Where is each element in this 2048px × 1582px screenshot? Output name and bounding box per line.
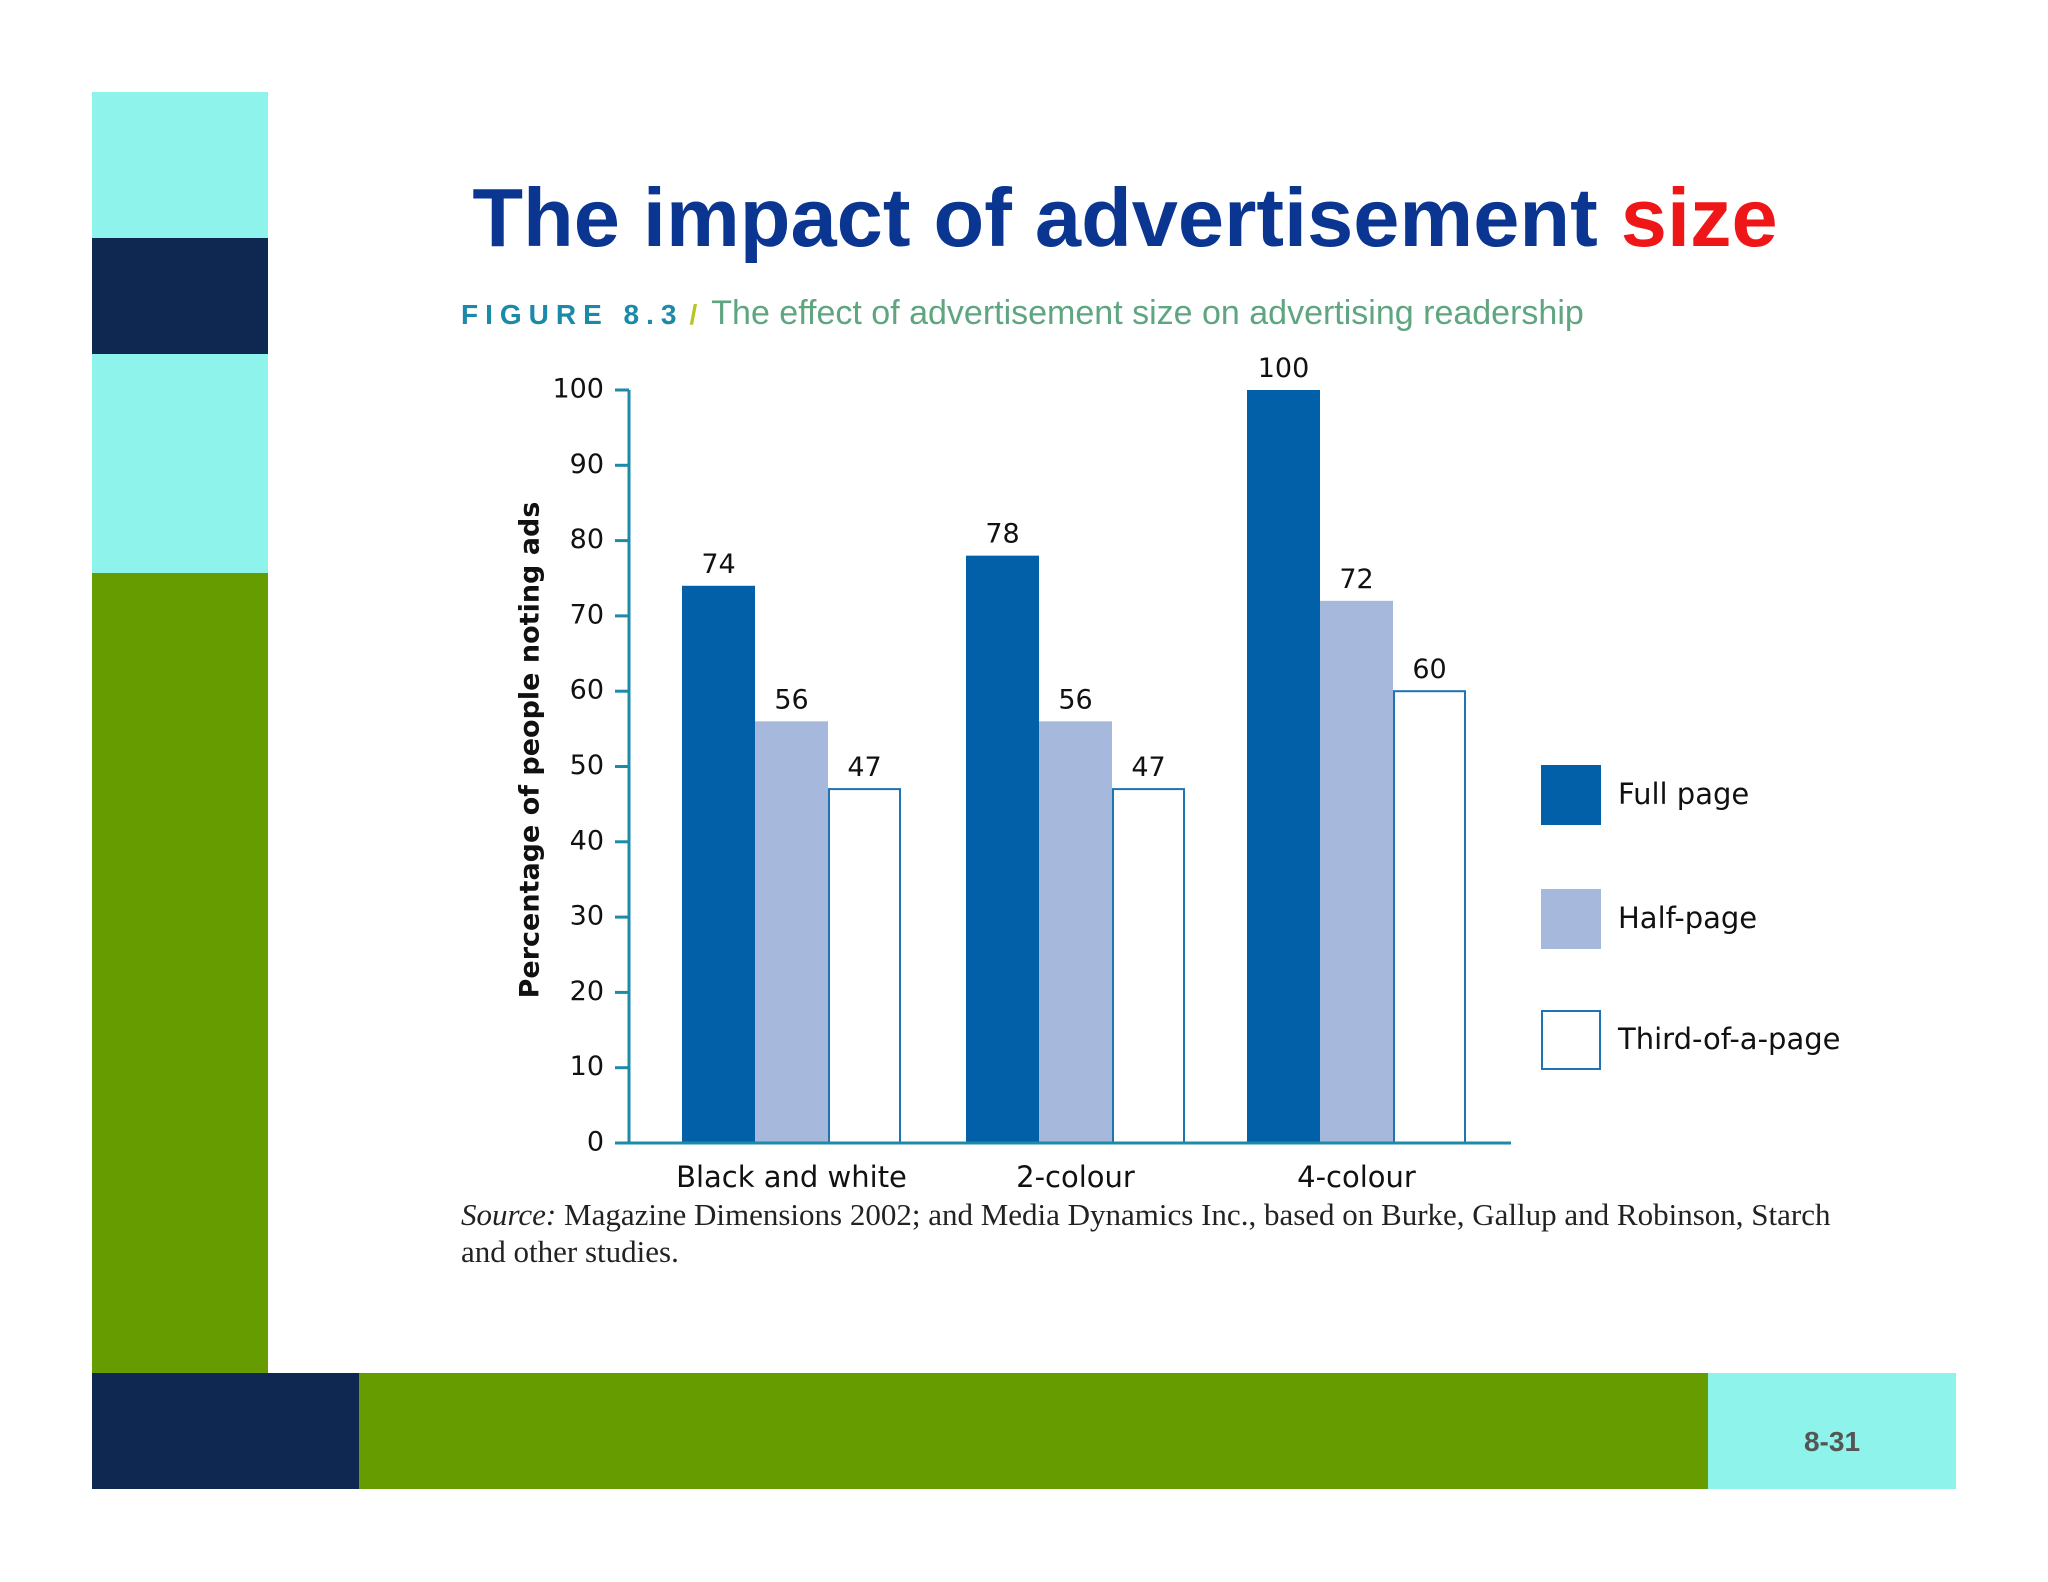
bar-2-0 — [828, 788, 901, 1145]
frame-bottom-navy-block — [92, 1373, 359, 1489]
y-tick-label: 40 — [570, 825, 604, 856]
bar-value-label: 100 — [1258, 353, 1310, 384]
frame-bottom-cyan-block — [1708, 1373, 1956, 1489]
figure-caption: FIGURE 8.3/ The effect of advertisement s… — [461, 294, 1584, 333]
slide-title-main: The impact of advertisement — [472, 171, 1621, 264]
legend-label: Half-page — [1618, 901, 1757, 935]
bar-0-1 — [966, 555, 1039, 1143]
source-label: Source: — [461, 1197, 557, 1232]
y-tick-label: 100 — [552, 374, 604, 405]
y-tick-label: 0 — [587, 1127, 604, 1158]
slide-title: The impact of advertisement size — [300, 172, 1950, 263]
bar-1-0 — [755, 721, 828, 1143]
page-number: 8-31 — [1803, 1426, 1861, 1457]
frame-left-navy-block — [92, 238, 268, 354]
legend-label: Full page — [1618, 777, 1749, 811]
y-tick-label: 90 — [570, 449, 604, 480]
bar-value-label: 72 — [1339, 564, 1373, 595]
figure-separator: / — [689, 299, 698, 330]
frame-bottom-green-bar — [359, 1373, 1708, 1489]
x-category-label: 2-colour — [1016, 1160, 1135, 1194]
y-tick-label: 10 — [570, 1051, 604, 1082]
y-tick-label: 50 — [570, 750, 604, 781]
bar-value-label: 56 — [774, 684, 808, 715]
bar-0-2 — [1247, 390, 1320, 1143]
bar-1-2 — [1320, 600, 1393, 1143]
frame-left-cyan-middle — [92, 354, 268, 573]
bar-2-1 — [1112, 788, 1185, 1145]
frame-left-cyan-top — [92, 92, 268, 238]
bar-value-label: 74 — [701, 549, 735, 580]
bar-0-0 — [682, 585, 755, 1143]
legend-swatch — [1541, 889, 1601, 949]
bar-2-2 — [1393, 690, 1466, 1144]
y-axis-title: Percentage of people noting ads — [515, 502, 546, 999]
bar-value-label: 47 — [847, 752, 881, 783]
figure-label: FIGURE 8.3 — [461, 299, 684, 330]
legend-label: Third-of-a-page — [1617, 1022, 1840, 1056]
x-category-label: 4-colour — [1297, 1160, 1416, 1194]
y-tick-label: 70 — [570, 599, 604, 630]
bar-value-label: 47 — [1131, 752, 1165, 783]
figure-caption-text: The effect of advertisement size on adve… — [711, 294, 1584, 332]
y-tick-label: 80 — [570, 524, 604, 555]
x-category-label: Black and white — [676, 1160, 907, 1194]
bar-value-label: 56 — [1058, 684, 1092, 715]
y-tick-label: 30 — [570, 901, 604, 932]
y-tick-label: 20 — [570, 976, 604, 1007]
slide-title-highlight: size — [1620, 171, 1778, 264]
legend-swatch — [1541, 765, 1601, 825]
bar-value-label: 78 — [985, 519, 1019, 550]
legend-swatch — [1541, 1010, 1601, 1070]
source-note: Source: Magazine Dimensions 2002; and Me… — [461, 1196, 1881, 1270]
y-tick-label: 60 — [570, 675, 604, 706]
bar-1-1 — [1039, 721, 1112, 1143]
frame-left-green-bar — [92, 573, 268, 1373]
bar-value-label: 60 — [1412, 654, 1446, 685]
source-text: Magazine Dimensions 2002; and Media Dyna… — [461, 1197, 1831, 1269]
